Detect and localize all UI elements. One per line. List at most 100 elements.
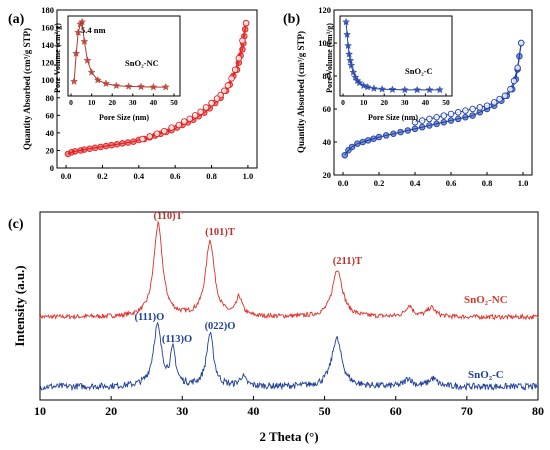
panel-c-frame <box>39 211 539 401</box>
panel-b-series-0-point <box>426 122 433 129</box>
panel-a-series-1-point <box>202 104 210 111</box>
panel-a-ytick-label: 20 <box>46 145 55 155</box>
panel-a-ytick-label: 140 <box>41 40 54 50</box>
panel-a-inset-annotation: 5.4 nm <box>81 25 106 35</box>
panel-a-ytick-label: 0 <box>50 163 54 173</box>
panel-b-inset-data <box>342 17 444 94</box>
panel-b-series-0-point <box>370 135 377 142</box>
panel-b-series-1-point <box>418 117 426 124</box>
panel-b-series-1-point <box>411 118 419 126</box>
panel-b-xtick-label: 0.8 <box>482 178 493 188</box>
panel-a-series-1-point <box>239 37 246 44</box>
panel-b-inset-point <box>355 78 364 87</box>
panel-b-series-0-point <box>462 113 469 121</box>
panel-c-legend-nc: SnO₂-NC <box>464 294 508 306</box>
panel-a-series-0-point <box>91 144 99 152</box>
panel-a-ytick-label: 120 <box>41 58 54 68</box>
panel-c-xtick-label: 80 <box>532 404 544 418</box>
panel-b-inset-xtick-label: 10 <box>360 98 368 107</box>
panel-c-series-1-line <box>39 321 539 392</box>
panel-a-series-0-point <box>124 139 132 146</box>
panel-b-inset-xtick-label: 40 <box>422 98 430 107</box>
panel-b-series-1-point <box>517 39 525 47</box>
panel-b-series-1-point <box>440 112 448 119</box>
panel-b-inset-point <box>359 81 368 90</box>
panel-c: (c) 10 20 30 40 50 60 70 80 (110)T(101)T(211)T(… <box>8 211 544 444</box>
panel-a-inset-point <box>93 75 102 84</box>
panel-b-inset-point <box>345 50 354 58</box>
panel-a-inset-point <box>112 81 121 90</box>
panel-b-series-0-point <box>359 138 367 146</box>
panel-b-inset-point <box>435 85 444 94</box>
panel-b-inset-point <box>400 85 409 94</box>
panel-a-ytick-label: 180 <box>41 5 54 15</box>
panel-b-ytick-label: 100 <box>318 38 331 48</box>
panel-b-ytick-label: 80 <box>323 71 332 81</box>
panel-a-ytick-label: 160 <box>41 23 54 33</box>
panel-a-series-1-point <box>139 135 146 143</box>
panel-a-xtick-label: 0.4 <box>134 171 145 181</box>
panel-a-series-1-point <box>191 112 199 119</box>
panel-a-series-1-point <box>146 133 153 140</box>
panel-c-annotation: (211)T <box>333 256 362 267</box>
panel-a: (a) 0.0 0.2 0.4 0.6 0.8 1.0020406080100120140… <box>8 5 258 181</box>
panel-b-inset-point <box>342 17 351 26</box>
panel-a-ticks: 0.0 0.2 0.4 0.6 0.8 1.00204060801001201401601… <box>41 5 253 181</box>
panel-c-xtick-label: 30 <box>176 404 188 418</box>
panel-a-inset-point <box>83 56 92 64</box>
panel-b-series-1-point <box>462 107 469 114</box>
panel-b-inset-xtick-label: 20 <box>380 98 388 107</box>
panel-a-series-1-point <box>208 99 215 107</box>
panel-b-series-1-point <box>510 77 518 85</box>
panel-a-series-1-point <box>153 130 161 138</box>
panel-a-ytick-label: 100 <box>41 75 54 85</box>
panel-a-xtick-label: 0.6 <box>170 171 181 181</box>
panel-b-series-0-point <box>404 127 412 134</box>
panel-c-xtick-label: 10 <box>34 404 46 418</box>
panel-b-xtick-label: 0.6 <box>446 178 457 188</box>
panel-a-series-1-point <box>181 118 188 125</box>
panel-b-series-0-point <box>433 120 440 128</box>
panel-b-ytick-label: 40 <box>323 137 332 147</box>
panel-a-data <box>64 19 250 158</box>
panel-b-inset-frame <box>339 15 453 97</box>
panel-b-frame <box>333 9 533 176</box>
panel-c-legend-c: SnO₂-C <box>468 369 504 381</box>
panel-c-annotation: (113)O <box>162 334 192 345</box>
panel-a-inset-point <box>72 49 81 57</box>
panel-c-xtick-label: 70 <box>461 404 473 418</box>
panel-b-label: (b) <box>283 12 300 27</box>
panel-a-xtick-label: 0.2 <box>97 171 108 181</box>
panel-a-inset-xtick-label: 50 <box>170 98 178 107</box>
panel-b-series-0-point <box>375 133 383 141</box>
panel-a-inset-point <box>74 28 83 36</box>
panel-a-series-1-point <box>228 75 235 82</box>
panel-a-ytick-label: 40 <box>46 128 55 138</box>
panel-a-series-0-point <box>81 146 88 153</box>
panel-b-inset-point <box>370 84 378 92</box>
panel-a-series-1-point <box>186 115 193 123</box>
panel-b-series-1-point <box>514 64 521 71</box>
panel-b-series-0-point <box>469 112 476 119</box>
panel-a-inset-xtick-label: 30 <box>129 98 137 107</box>
panel-a-series-0-point <box>130 138 137 145</box>
panel-a-inset-xtick-label: 20 <box>108 98 116 107</box>
panel-b-series-1-point <box>426 115 433 123</box>
panel-c-annotation: (110)T <box>154 211 183 222</box>
panel-b-inset-point <box>413 85 422 94</box>
panel-a-series-1-point <box>242 19 250 27</box>
panel-b-series-0-point <box>348 143 356 151</box>
panel-b-inset-xtick-label: 50 <box>442 98 450 107</box>
panel-c-xtick-label: 40 <box>247 404 259 418</box>
panel-b-ylabel: Quantity Absorbed (cm³/g STP) <box>296 31 306 153</box>
panel-b-inset-point <box>343 30 351 38</box>
panel-b-data <box>341 39 525 159</box>
panel-c-series-0-line <box>39 220 539 321</box>
panel-b-ytick-label: 20 <box>323 170 332 180</box>
panel-a-inset-point <box>70 77 79 85</box>
panel-a-inset-xtick-label: 40 <box>150 98 158 107</box>
panel-a-ytick-label: 80 <box>46 93 55 103</box>
panel-c-annotation: (101)T <box>205 227 235 238</box>
panel-b-series-0-point <box>454 115 462 123</box>
panel-a-inset-legend: SnO₂-NC <box>125 58 159 68</box>
